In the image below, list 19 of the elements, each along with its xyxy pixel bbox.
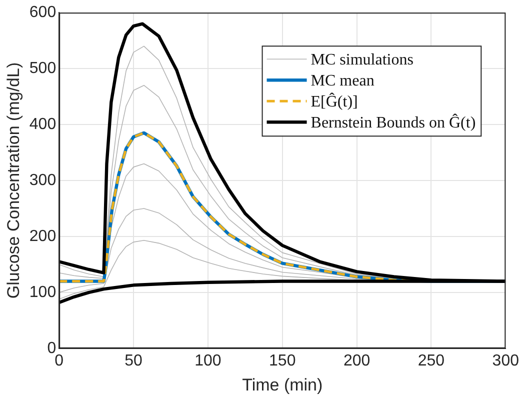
x-axis-title: Time (min): [242, 375, 323, 394]
y-tick-label: 400: [29, 116, 56, 133]
legend-label: MC simulations: [310, 51, 414, 68]
x-tick-label: 250: [418, 352, 445, 370]
x-tick-label: 300: [492, 352, 520, 370]
x-tick-label: 200: [343, 352, 370, 370]
y-tick-label: 300: [29, 172, 56, 189]
x-tick-label: 100: [194, 352, 222, 370]
legend-label: E[Ĝ(t)]: [310, 92, 358, 110]
y-tick-label: 100: [29, 284, 56, 301]
legend-label: MC mean: [310, 72, 374, 90]
x-tick-label: 50: [124, 352, 143, 370]
x-tick-label: 150: [269, 352, 296, 370]
y-tick-label: 200: [29, 228, 56, 245]
y-tick-label: 500: [29, 60, 56, 77]
legend-label: Bernstein Bounds on Ĝ(t): [310, 113, 476, 132]
y-tick-label: 600: [29, 4, 56, 22]
y-tick-label: 0: [47, 340, 56, 357]
y-axis-title: Glucose Concentration (mg/dL): [4, 62, 23, 299]
